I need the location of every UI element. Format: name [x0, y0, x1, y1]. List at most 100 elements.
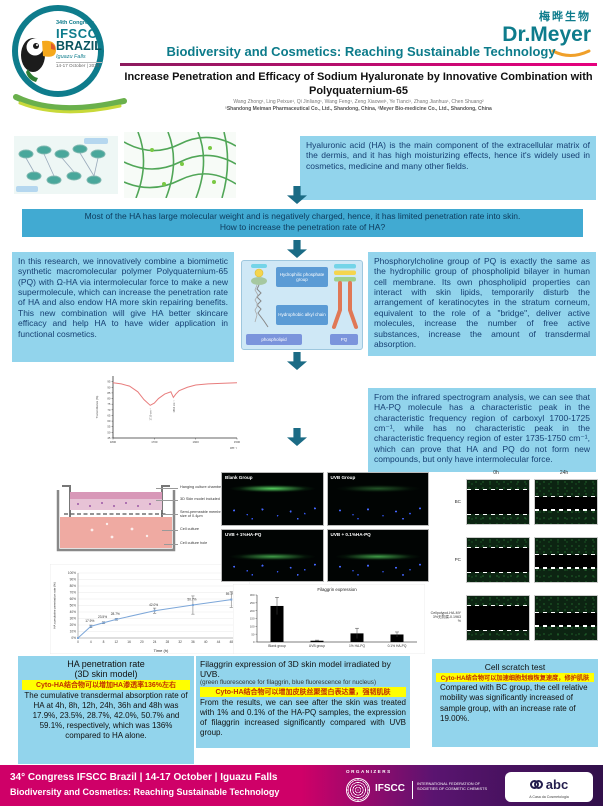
- scratch-image-pc-0h: [466, 537, 530, 583]
- blue-nuclei: [327, 473, 428, 525]
- research-approach-box: In this research, we innovatively combin…: [12, 252, 234, 362]
- ifscc-seal-icon: [346, 778, 370, 802]
- svg-text:100: 100: [250, 625, 255, 629]
- svg-text:42.0%: 42.0%: [149, 603, 158, 607]
- filaggrin-caption-body: From the results, we can see after the s…: [200, 698, 406, 737]
- fluorescence-grid: Blank Group UVB Group UVB + 1%HA-PQ UVB …: [221, 472, 429, 582]
- svg-text:80%: 80%: [70, 584, 77, 588]
- footer-divider: [412, 781, 413, 799]
- abc-subtitle: A Casa da Cosmetologia: [529, 794, 569, 799]
- scratch-image-bc-0h: [466, 479, 530, 525]
- scratch-image-pc-24h: [534, 537, 598, 583]
- svg-text:70%: 70%: [70, 591, 77, 595]
- scratch-image-bc-24h: [534, 479, 598, 525]
- scratch-image-sample-0h: [466, 595, 530, 641]
- fluorescence-label: Blank Group: [225, 475, 253, 480]
- drmeyer-logo: 梅晔生物 Dr.Meyer: [502, 8, 591, 63]
- scratch-row-label: Cellpolypol-HA-MY 3%无防腐-0.1963 %: [430, 611, 461, 623]
- scratch-row-label: PC: [454, 557, 461, 563]
- authors-line: Wang Zhong¹, Ling Peixue¹, Qi Jinliang¹,…: [233, 99, 484, 105]
- svg-text:1710 cm⁻¹: 1710 cm⁻¹: [149, 408, 153, 420]
- badge-leaf-swoosh: [13, 94, 127, 114]
- svg-text:60%: 60%: [70, 597, 77, 601]
- magenta-rule: [120, 63, 597, 66]
- svg-text:0.1% HA-PQ: 0.1% HA-PQ: [388, 644, 407, 648]
- filaggrin-caption-subtitle: (green fluorescence for filaggrin, blue …: [200, 679, 377, 686]
- svg-text:1600: 1600: [193, 440, 200, 444]
- scratch-caption-title: Cell scratch test: [484, 662, 546, 672]
- problem-banner: Most of the HA has large molecular weigh…: [22, 209, 583, 237]
- scratch-caption-body: Compared with BC group, the cell relativ…: [440, 683, 588, 724]
- supermolecule-network-image: [124, 132, 236, 198]
- filaggrin-caption-box: Filaggrin expression of 3D skin model ir…: [196, 656, 410, 748]
- scratch-column-headers: 0h 24h: [464, 470, 602, 476]
- phospholipid-pq-diagram: Hydrophilic phosphate group Hydrophobic …: [241, 260, 363, 350]
- svg-text:80: 80: [107, 397, 111, 401]
- fluorescence-image-blank: Blank Group: [221, 472, 324, 526]
- drmeyer-swoosh-icon: [551, 49, 591, 57]
- poster-title: Increase Penetration and Efficacy of Sod…: [124, 71, 593, 98]
- svg-text:1700: 1700: [151, 440, 158, 444]
- fluorescence-label: UVB + 0.1%HA-PQ: [330, 531, 371, 537]
- svg-text:48: 48: [229, 640, 233, 644]
- scratch-caption-box: Cell scratch test Cyto-HA结合物可以加速细胞划痕恢复速度…: [432, 659, 598, 747]
- blue-nuclei: [327, 529, 428, 581]
- svg-text:90%: 90%: [70, 578, 77, 582]
- svg-text:12: 12: [115, 640, 119, 644]
- scratch-row-sample: Cellpolypol-HA-MY 3%无防腐-0.1963 %: [430, 595, 598, 641]
- skin-model-label-4: Cell culture: [180, 527, 199, 531]
- down-arrow-4-icon: [287, 428, 307, 446]
- svg-text:16: 16: [127, 640, 131, 644]
- hydrophilic-group-label: Hydrophilic phosphate group: [276, 267, 328, 287]
- svg-text:10%: 10%: [70, 630, 77, 634]
- fluorescence-label: UVB Group: [330, 475, 356, 480]
- fluorescence-image-1pct: UVB + 1%HA-PQ: [221, 528, 324, 582]
- badge-text: 34th Congress IFSCC BRAZIL Iguazu Falls …: [56, 20, 102, 69]
- badge-dates: 14-17 October | 2024: [56, 62, 102, 69]
- svg-text:40%: 40%: [70, 610, 77, 614]
- svg-text:32: 32: [178, 640, 182, 644]
- organizers-label: ORGANIZERS: [346, 769, 392, 774]
- svg-text:0: 0: [77, 640, 79, 644]
- skin-model-drawing: [56, 485, 176, 552]
- svg-text:50: 50: [251, 632, 255, 636]
- problem-banner-line1: Most of the HA has large molecular weigh…: [84, 211, 521, 221]
- svg-text:Time (h): Time (h): [154, 648, 169, 653]
- svg-text:1500: 1500: [234, 440, 241, 444]
- fluorescence-label: UVB + 1%HA-PQ: [225, 531, 262, 537]
- badge-brazil: BRAZIL: [56, 39, 102, 54]
- badge-congress: 34th Congress: [56, 20, 95, 26]
- ir-analysis-box: From the infrared spectrogram analysis, …: [368, 388, 596, 472]
- svg-text:30%: 30%: [70, 617, 77, 621]
- drmeyer-name: Dr.Meyer: [502, 23, 591, 46]
- phosphorylcholine-box: Phosphorylcholine group of PQ is exactly…: [368, 252, 596, 356]
- badge-location: Iguazu Falls: [56, 53, 86, 60]
- svg-text:Transmittance (%): Transmittance (%): [95, 396, 99, 419]
- ha-penetration-chart: 0%10%20%30%40%50%60%70%80%90%100%0 4 8 12 16…: [50, 564, 250, 654]
- svg-text:200: 200: [250, 609, 255, 613]
- svg-text:0%: 0%: [71, 636, 76, 640]
- affiliations-line: ¹Shandong Meiman Pharmaceutical Co., Ltd…: [225, 106, 492, 112]
- penetration-caption-subtitle: (3D skin model): [74, 669, 138, 679]
- skin-model-label-3: Semi-permeable membrane with a pore size…: [180, 510, 247, 519]
- footer-congress-line: 34° Congress IFSCC Brazil | 14-17 Octobe…: [10, 772, 278, 783]
- svg-text:8: 8: [103, 640, 105, 644]
- blue-nuclei: [222, 473, 323, 525]
- svg-text:300: 300: [250, 593, 255, 597]
- phospholipid-molecule-drawing: [251, 264, 269, 328]
- footer-theme-line: Biodiversity and Cosmetics: Reaching Sus…: [10, 787, 280, 797]
- cell-scratch-panel: 0h 24h BC PC Cellpolypol-HA-MY 3%无防腐-0.1…: [430, 470, 602, 655]
- down-arrow-3-icon: [287, 352, 307, 370]
- svg-text:1800: 1800: [110, 440, 117, 444]
- penetration-caption-body: The cumulative transdermal absorption ra…: [24, 691, 188, 740]
- svg-text:17.9%: 17.9%: [85, 619, 94, 623]
- penetration-caption-box: HA penetration rate (3D skin model) Cyto…: [18, 656, 194, 764]
- svg-text:95: 95: [107, 380, 111, 384]
- badge-ifscc: IFSCC: [56, 25, 98, 41]
- session-title: Biodiversity and Cosmetics: Reaching Sus…: [166, 44, 556, 59]
- down-arrow-2-icon: [287, 240, 307, 258]
- svg-text:50.7%: 50.7%: [187, 598, 196, 602]
- drmeyer-chinese-name: 梅晔生物: [539, 11, 591, 23]
